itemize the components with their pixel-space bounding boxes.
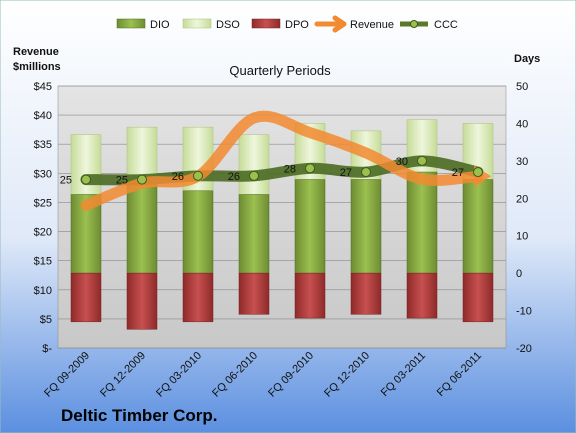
revenue-line: [80, 110, 484, 211]
legend-swatch-ccc-marker: [410, 20, 418, 28]
bar-dpo: [126, 272, 158, 330]
left-axis-tick-label: $20: [34, 227, 52, 239]
left-axis-title-line1: Revenue: [13, 46, 59, 58]
right-axis-tick-label: 40: [516, 118, 528, 130]
legend-label-dio: DIO: [150, 19, 170, 31]
right-axis-tick-label: 20: [516, 193, 528, 205]
right-axis-tick-label: 10: [516, 231, 528, 243]
bar-dio: [406, 171, 438, 274]
ccc-marker: [305, 163, 315, 174]
line-series-group: 25 25 26 26 28 27 30 27: [60, 110, 491, 211]
ccc-data-label: 26: [228, 171, 240, 183]
ccc-data-label: 26: [172, 171, 184, 183]
right-axis-tick-label: -20: [516, 343, 532, 355]
legend-swatch-dso: [182, 18, 212, 29]
bar-dio: [126, 183, 158, 274]
right-axis-title: Days: [514, 53, 540, 65]
ccc-marker: [417, 155, 427, 166]
bar-dpo: [182, 272, 214, 323]
ccc-data-label: 27: [340, 167, 352, 179]
ccc-marker: [249, 170, 259, 181]
ccc-marker: [81, 174, 91, 185]
left-axis-tick-label: $35: [34, 139, 52, 151]
left-axis-tick-label: $30: [34, 168, 52, 180]
ccc-marker: [137, 174, 147, 185]
ccc-data-label: 28: [284, 163, 296, 175]
legend-label-dso: DSO: [216, 19, 240, 31]
left-axis-tick-label: $25: [34, 197, 52, 209]
ccc-marker: [193, 170, 203, 181]
bar-dpo: [70, 272, 102, 323]
right-axis-tick-label: -10: [516, 306, 532, 318]
legend-swatch-dpo: [251, 18, 281, 29]
right-axis-tick-label: 30: [516, 156, 528, 168]
left-axis-title-line2: $millions: [13, 61, 61, 73]
ccc-data-label: 27: [452, 167, 464, 179]
bar-dio: [462, 179, 494, 274]
legend-label-dpo: DPO: [285, 19, 309, 31]
chart-subtitle: Quarterly Periods: [229, 63, 331, 78]
left-axis-tick-label: $10: [34, 285, 52, 297]
legend-swatch-revenue-arrow: [314, 15, 347, 33]
ccc-data-label: 25: [60, 175, 72, 187]
left-axis-tick-label: $45: [34, 81, 52, 93]
bar-dio: [182, 190, 214, 274]
bar-dpo: [238, 272, 270, 315]
bar-dso: [238, 134, 270, 195]
left-axis-tick-label: $40: [34, 110, 52, 122]
bar-dpo: [406, 272, 438, 319]
bar-dio: [294, 179, 326, 274]
bar-dio: [238, 194, 270, 274]
ccc-marker: [361, 167, 371, 178]
legend: DIO DSO DPO Revenue CCC: [116, 15, 458, 33]
bar-dpo: [294, 272, 326, 319]
left-axis-tick-label: $15: [34, 256, 52, 268]
legend-swatch-dio: [116, 18, 146, 29]
ccc-data-label: 25: [116, 175, 128, 187]
bar-dio: [350, 179, 382, 274]
right-axis-tick-label: 50: [516, 81, 528, 93]
legend-label-revenue: Revenue: [350, 19, 394, 31]
bar-dso: [70, 134, 102, 195]
bar-dpo: [350, 272, 382, 315]
company-name: Deltic Timber Corp.: [61, 406, 218, 425]
right-axis-tick-label: 0: [516, 268, 522, 280]
ccc-data-label: 30: [396, 156, 408, 168]
left-axis-tick-label: $5: [40, 314, 52, 326]
legend-label-ccc: CCC: [434, 19, 458, 31]
bar-dpo: [462, 272, 494, 323]
left-axis-tick-label: $-: [42, 343, 52, 355]
ccc-marker: [473, 167, 483, 178]
